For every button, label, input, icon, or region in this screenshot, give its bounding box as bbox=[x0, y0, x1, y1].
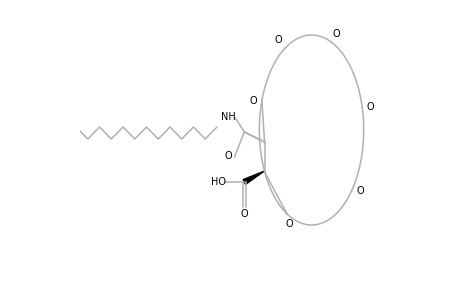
Polygon shape bbox=[243, 171, 263, 184]
Text: O: O bbox=[332, 29, 339, 39]
Text: O: O bbox=[285, 219, 292, 229]
Text: O: O bbox=[274, 35, 281, 45]
Text: O: O bbox=[366, 102, 374, 112]
Text: O: O bbox=[240, 208, 247, 219]
Text: O: O bbox=[224, 151, 232, 161]
Text: NH: NH bbox=[221, 112, 235, 122]
Text: HO: HO bbox=[211, 177, 226, 187]
Text: O: O bbox=[355, 186, 363, 196]
Text: O: O bbox=[249, 96, 257, 106]
